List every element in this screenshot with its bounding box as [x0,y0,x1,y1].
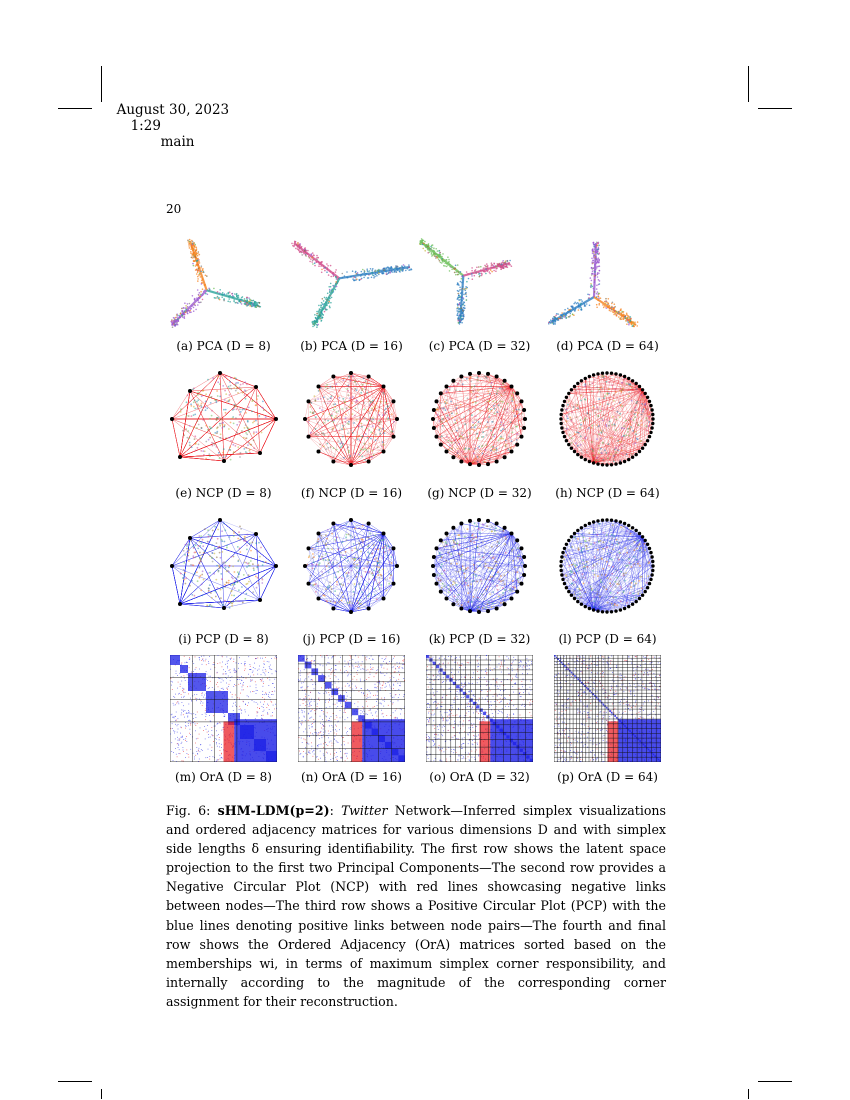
crop-mark [748,66,749,102]
running-header: August 30, 2023 1:29 main [108,86,230,150]
caption-model: sHM-LDM(p=2) [217,803,330,818]
subfigure-caption: (h) NCP (D = 64) [555,486,660,500]
subfigure-caption: (l) PCP (D = 64) [558,632,657,646]
subfigure-caption: (b) PCA (D = 16) [300,339,403,353]
subfigure-o: (o) OrA (D = 32) [416,655,543,784]
ora-plot [170,655,277,762]
subfigure-l: (l) PCP (D = 64) [544,514,671,646]
subfigure-n: (n) OrA (D = 16) [288,655,415,784]
pcp-plot [303,518,399,614]
figure-caption: Fig. 6: sHM-LDM(p=2): Twitter Network—In… [166,801,666,1011]
subfigure-caption: (j) PCP (D = 16) [302,632,401,646]
crop-mark [58,1081,92,1082]
pca-plot [291,240,413,328]
subfigure-caption: (n) OrA (D = 16) [301,770,402,784]
ncp-plot [431,371,527,467]
subfigure-caption: (a) PCA (D = 8) [176,339,271,353]
subfigure-caption: (o) OrA (D = 32) [429,770,530,784]
subfigure-m: (m) OrA (D = 8) [160,655,287,784]
crop-mark [101,1089,102,1099]
ncp-plot [303,371,399,467]
crop-mark [758,1081,792,1082]
pcp-plot [559,518,655,614]
subfigure-i: (i) PCP (D = 8) [160,514,287,646]
page-number: 20 [166,202,182,216]
subfigure-caption: (k) PCP (D = 32) [428,632,531,646]
crop-mark [748,1089,749,1099]
caption-network: Twitter [341,803,388,818]
pca-plot [419,238,513,325]
subfigure-b: (b) PCA (D = 16) [288,237,415,353]
ncp-plot [170,371,278,463]
subfigure-p: (p) OrA (D = 64) [544,655,671,784]
subfigure-e: (e) NCP (D = 8) [160,367,287,500]
subfigure-h: (h) NCP (D = 64) [544,367,671,500]
subfigure-caption: (g) NCP (D = 32) [427,486,532,500]
pcp-plot [431,518,527,614]
header-label: main [160,134,195,150]
subfigure-f: (f) NCP (D = 16) [288,367,415,500]
crop-mark [101,66,102,102]
crop-mark [58,108,92,109]
subfigure-caption: (e) NCP (D = 8) [175,486,272,500]
subfigure-caption: (c) PCA (D = 32) [428,339,531,353]
subfigure-caption: (i) PCP (D = 8) [178,632,269,646]
subfigure-caption: (d) PCA (D = 64) [556,339,659,353]
subfigure-caption: (p) OrA (D = 64) [557,770,658,784]
header-time: 1:29 [130,118,161,134]
header-date: August 30, 2023 [116,102,230,118]
subfigure-a: (a) PCA (D = 8) [160,237,287,353]
caption-text: Network—Inferred simplex visualizations … [166,803,667,1009]
subfigure-g: (g) NCP (D = 32) [416,367,543,500]
caption-label: Fig. 6: [166,803,211,818]
ora-plot [298,655,405,762]
pcp-plot [170,518,278,610]
subfigure-d: (d) PCA (D = 64) [544,237,671,353]
subfigure-caption: (m) OrA (D = 8) [175,770,272,784]
subfigure-caption: (f) NCP (D = 16) [300,486,403,500]
ncp-plot [559,371,655,467]
pca-plot [548,241,639,328]
crop-mark [758,108,792,109]
pca-plot [170,238,262,328]
subfigure-j: (j) PCP (D = 16) [288,514,415,646]
subfigure-c: (c) PCA (D = 32) [416,237,543,353]
ora-plot [426,655,533,762]
caption-colon: : [329,803,334,818]
subfigure-k: (k) PCP (D = 32) [416,514,543,646]
ora-plot [554,655,661,762]
